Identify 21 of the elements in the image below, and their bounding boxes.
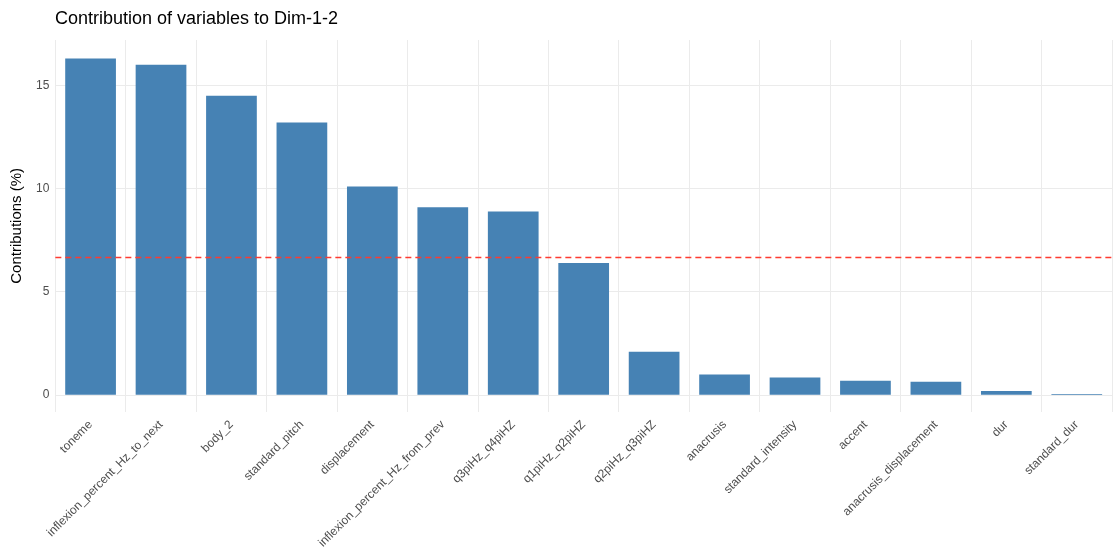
y-tick-label: 15 [35, 77, 50, 92]
bar [206, 95, 257, 395]
bar [135, 64, 187, 395]
bar [276, 122, 328, 395]
bar [699, 374, 750, 395]
y-tick-label: 0 [42, 387, 50, 402]
y-tick-label: 5 [42, 284, 50, 299]
chart-title: Contribution of variables to Dim-1-2 [55, 8, 339, 29]
bar [417, 207, 469, 395]
bar [840, 380, 891, 395]
bar [65, 58, 116, 395]
bar [910, 381, 962, 395]
bar [628, 351, 680, 395]
y-tick-label: 10 [35, 180, 50, 195]
bar [487, 211, 539, 395]
bar [980, 391, 1032, 395]
bar [346, 186, 398, 395]
y-axis-title: Contributions (%) [7, 167, 25, 284]
bar [769, 377, 821, 395]
bar [558, 263, 610, 395]
x-tick-label: dur [988, 417, 1011, 440]
